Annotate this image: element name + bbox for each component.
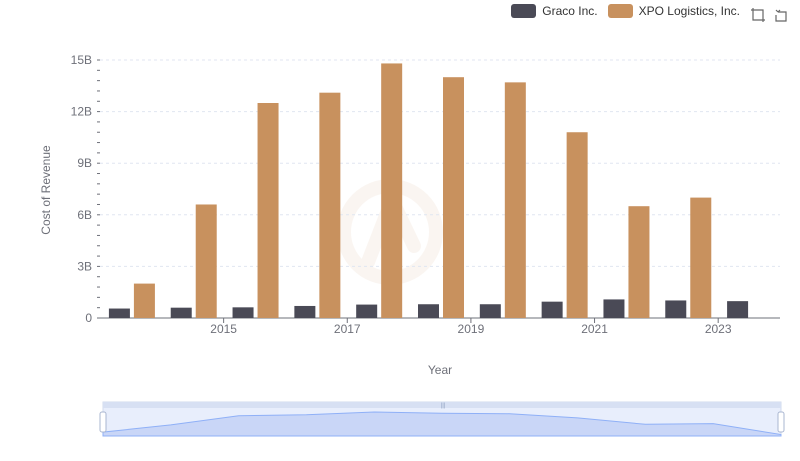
bar-xpo-2023[interactable] bbox=[690, 197, 712, 318]
zoom-icon[interactable] bbox=[750, 7, 766, 23]
bar-xpo-2020[interactable] bbox=[504, 82, 526, 318]
bars bbox=[108, 63, 749, 319]
bar-graco-2020[interactable] bbox=[479, 304, 501, 318]
data-zoom-slider[interactable]: ||| bbox=[99, 401, 785, 437]
legend-label-xpo: XPO Logistics, Inc. bbox=[638, 4, 740, 18]
y-tick-label: 9B bbox=[77, 156, 92, 170]
legend-swatch-graco bbox=[511, 4, 537, 18]
bar-xpo-2015[interactable] bbox=[195, 204, 217, 318]
legend-item-xpo[interactable]: XPO Logistics, Inc. bbox=[607, 4, 740, 18]
bar-xpo-2017[interactable] bbox=[319, 92, 341, 319]
bar-graco-2024[interactable] bbox=[727, 301, 749, 318]
legend-item-graco[interactable]: Graco Inc. bbox=[511, 4, 598, 18]
x-axis: 2015 2017 2019 2021 2023 bbox=[100, 317, 780, 336]
chart-legend: Graco Inc. XPO Logistics, Inc. bbox=[511, 4, 740, 18]
y-axis-title: Cost of Revenue bbox=[39, 145, 53, 235]
data-zoom-top-bar[interactable] bbox=[103, 402, 781, 408]
x-tick-label: 2021 bbox=[581, 322, 608, 336]
bar-graco-2023[interactable] bbox=[665, 300, 687, 318]
bar-xpo-2022[interactable] bbox=[628, 206, 650, 318]
bar-graco-2014[interactable] bbox=[108, 308, 130, 318]
bar-xpo-2018[interactable] bbox=[381, 63, 403, 318]
bar-xpo-2021[interactable] bbox=[566, 132, 588, 318]
legend-label-graco: Graco Inc. bbox=[542, 4, 598, 18]
x-tick-label: 2017 bbox=[334, 322, 361, 336]
bar-xpo-2019[interactable] bbox=[443, 77, 464, 318]
y-tick-label: 12B bbox=[71, 105, 92, 119]
data-zoom-handle-left[interactable] bbox=[99, 411, 107, 433]
bar-xpo-2014[interactable] bbox=[133, 283, 155, 318]
bar-graco-2022[interactable] bbox=[603, 299, 625, 318]
restore-icon[interactable] bbox=[774, 7, 790, 23]
x-tick-label: 2015 bbox=[210, 322, 237, 336]
legend-swatch-xpo bbox=[607, 4, 633, 18]
data-zoom-grip-icon: ||| bbox=[441, 403, 446, 409]
chart-toolbox bbox=[750, 7, 790, 23]
y-axis: 0 3B 6B 9B 12B 15B bbox=[71, 53, 100, 325]
y-grid bbox=[100, 59, 780, 267]
y-tick-label: 15B bbox=[71, 53, 92, 67]
bar-graco-2015[interactable] bbox=[170, 307, 192, 318]
bar-graco-2018[interactable] bbox=[356, 304, 378, 318]
x-axis-title: Year bbox=[428, 363, 452, 377]
y-tick-label: 6B bbox=[77, 208, 92, 222]
bar-graco-2021[interactable] bbox=[541, 301, 563, 318]
data-zoom-handle-right[interactable] bbox=[777, 411, 785, 433]
data-zoom-preview bbox=[102, 411, 782, 437]
bar-graco-2019[interactable] bbox=[418, 304, 439, 318]
y-tick-label: 0 bbox=[85, 311, 92, 325]
x-tick-label: 2023 bbox=[705, 322, 732, 336]
bar-graco-2017[interactable] bbox=[294, 305, 316, 318]
bar-graco-2016[interactable] bbox=[232, 307, 254, 318]
bar-xpo-2016[interactable] bbox=[257, 103, 279, 318]
y-tick-label: 3B bbox=[77, 259, 92, 273]
x-tick-label: 2019 bbox=[458, 322, 485, 336]
